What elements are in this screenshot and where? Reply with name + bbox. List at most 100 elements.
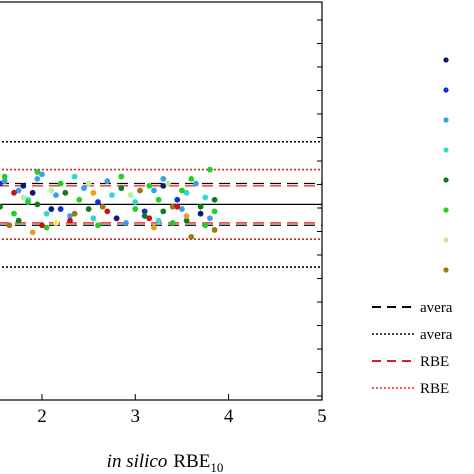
data-point <box>146 182 153 189</box>
legend-marker <box>443 207 449 213</box>
data-point <box>11 210 17 217</box>
data-point <box>174 203 181 210</box>
data-point <box>67 217 73 224</box>
data-point <box>211 227 218 233</box>
data-point <box>146 215 153 222</box>
data-point <box>15 187 22 194</box>
x-axis: 2 3 4 5 <box>37 394 327 427</box>
data-point <box>43 224 50 231</box>
data-point <box>48 187 55 194</box>
data-point <box>155 217 162 224</box>
data-point <box>165 180 171 187</box>
data-point <box>104 178 111 185</box>
data-point <box>141 213 148 219</box>
x-axis-title-main: RBE <box>173 451 210 472</box>
data-point <box>6 222 13 229</box>
legend: avera avera RBE RBE <box>372 57 453 397</box>
data-point <box>188 175 195 182</box>
x-tick-label: 2 <box>37 406 47 427</box>
data-point <box>71 173 78 180</box>
data-point <box>34 175 41 182</box>
data-point <box>193 180 199 187</box>
legend-marker <box>443 237 449 243</box>
data-point <box>197 203 204 210</box>
data-point <box>202 194 209 201</box>
data-point <box>211 208 218 215</box>
data-point <box>85 180 92 187</box>
data-point <box>99 203 106 210</box>
data-point <box>85 206 92 212</box>
x-axis-title-sub: 10 <box>210 460 223 474</box>
data-point <box>67 213 73 219</box>
data-point <box>95 199 101 205</box>
data-point <box>188 233 195 240</box>
plot-frame <box>0 1 323 401</box>
data-point <box>34 201 41 208</box>
data-point <box>109 192 115 199</box>
data-point <box>169 203 176 210</box>
data-point <box>132 206 139 212</box>
data-point <box>155 196 162 203</box>
legend-marker <box>443 177 449 183</box>
legend-marker <box>443 87 449 93</box>
data-point <box>95 222 101 229</box>
data-point <box>57 206 64 212</box>
data-point <box>1 173 8 180</box>
data-point <box>48 206 55 212</box>
data-point <box>211 196 218 203</box>
data-point <box>151 187 157 194</box>
data-point <box>113 215 120 222</box>
x-tick-label: 5 <box>317 406 327 427</box>
legend-marker <box>443 117 449 123</box>
data-point <box>53 220 59 226</box>
data-point <box>39 222 45 229</box>
data-point <box>0 203 3 210</box>
data-point <box>81 185 87 192</box>
data-point <box>90 215 97 222</box>
x-tick-label: 4 <box>224 406 234 427</box>
data-point <box>151 224 157 231</box>
data-point <box>183 189 190 196</box>
data-point <box>118 173 125 180</box>
data-point <box>123 220 129 226</box>
x-axis-title: in silico RBE10 <box>107 451 224 474</box>
data-point <box>127 192 134 199</box>
data-point <box>137 187 143 194</box>
plot-area <box>0 1 323 401</box>
data-point <box>207 215 213 222</box>
legend-line-label: avera <box>420 327 453 343</box>
x-axis-title-italic: in silico <box>107 451 168 472</box>
data-point <box>179 187 185 194</box>
data-point <box>90 189 97 196</box>
legend-marker <box>443 57 449 63</box>
data-point <box>104 208 111 215</box>
data-point <box>76 196 83 203</box>
data-point <box>183 217 190 224</box>
data-point <box>20 194 27 201</box>
data-point <box>118 185 125 192</box>
legend-line-label: RBE <box>420 381 449 397</box>
data-point <box>53 192 59 199</box>
data-point <box>202 222 209 229</box>
data-point <box>62 189 69 196</box>
data-point <box>25 199 31 205</box>
data-point <box>160 175 167 182</box>
data-point <box>179 206 185 212</box>
data-point <box>160 182 167 189</box>
data-point <box>20 182 27 189</box>
legend-line-label: avera <box>420 300 453 316</box>
data-point <box>29 229 36 236</box>
data-point <box>1 178 8 185</box>
data-point <box>169 220 176 226</box>
data-point <box>11 189 17 196</box>
data-point <box>197 210 204 217</box>
data-point <box>57 180 64 187</box>
legend-marker <box>443 267 449 273</box>
data-point <box>141 208 148 215</box>
data-point <box>39 171 45 178</box>
data-point <box>183 213 190 219</box>
data-point <box>71 210 78 217</box>
legend-line-label: RBE <box>420 354 449 370</box>
data-point <box>29 189 36 196</box>
